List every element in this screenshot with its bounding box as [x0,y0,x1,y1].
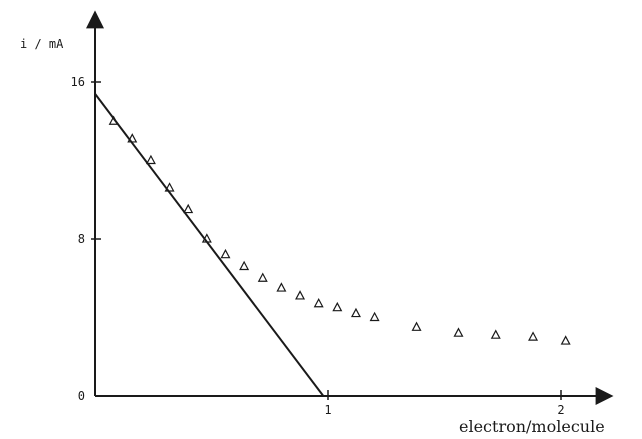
y-axis-ticks: 0 8 16 [71,75,101,403]
y-tick-label: 16 [71,75,85,89]
linear-fit-line [94,93,325,397]
data-point-triangle [350,307,361,318]
data-point-triangle [239,260,250,271]
data-point-triangle [127,133,138,143]
data-point-triangle [276,282,287,292]
data-point-triangle [183,203,194,214]
data-point-triangle [560,335,571,345]
data-point-triangle [528,331,539,341]
data-point-triangle [164,182,175,192]
x-axis-label: electron/molecule [459,417,605,436]
data-point-triangle [201,233,212,243]
data-point-triangle [369,311,380,322]
x-tick-label: 2 [557,403,564,417]
data-point-triangle [108,115,119,125]
data-point-triangle [145,154,156,165]
x-tick-label: 1 [324,403,331,417]
data-point-triangle [257,272,268,282]
data-markers [108,115,571,345]
data-point-triangle [220,248,231,259]
data-point-triangle [411,321,422,331]
data-point-triangle [490,329,501,339]
y-tick-label: 8 [78,232,85,246]
data-point-triangle [313,297,324,308]
data-point-triangle [332,301,343,312]
y-axis-label: i / mA [20,37,64,51]
data-point-triangle [453,327,464,337]
data-point-triangle [295,290,306,300]
y-tick-label: 0 [78,389,85,403]
